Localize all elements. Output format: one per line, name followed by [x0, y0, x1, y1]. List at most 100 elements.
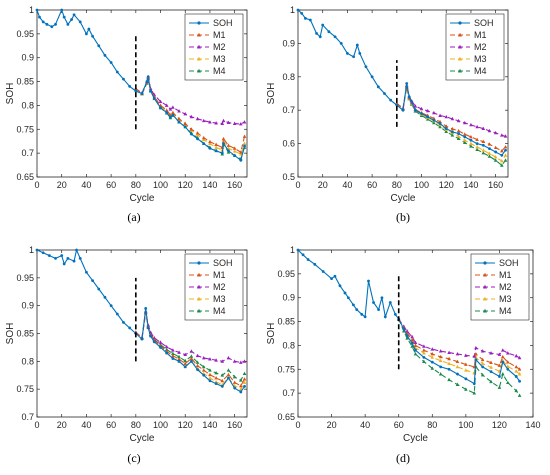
- data-point: [152, 340, 156, 344]
- data-point: [183, 358, 188, 363]
- data-point: [208, 372, 212, 377]
- legend-label-m1: M1: [213, 30, 226, 40]
- x-tick-label: 40: [81, 180, 91, 190]
- data-point: [475, 142, 479, 146]
- data-point: [171, 105, 175, 109]
- data-point: [313, 262, 317, 266]
- y-tick-label: 1: [29, 5, 34, 15]
- data-point: [474, 345, 478, 350]
- data-point: [242, 141, 247, 145]
- data-point: [383, 92, 386, 95]
- y-tick-label: 0.95: [16, 273, 34, 283]
- data-point: [169, 115, 172, 119]
- data-point: [221, 118, 226, 123]
- x-tick-label: 160: [227, 180, 242, 190]
- data-point: [214, 379, 218, 384]
- data-point: [177, 116, 181, 121]
- data-point: [410, 100, 414, 104]
- data-point: [413, 352, 418, 356]
- data-point: [355, 43, 359, 47]
- x-tick-label: 140: [202, 180, 217, 190]
- legend-marker: [197, 56, 201, 61]
- y-tick-label: 0.7: [282, 388, 295, 398]
- data-point: [122, 77, 125, 81]
- data-point: [183, 365, 187, 369]
- legend-label-m1: M1: [499, 270, 512, 280]
- data-point: [183, 361, 188, 365]
- data-point: [145, 80, 149, 83]
- x-tick-label: 160: [227, 420, 242, 430]
- y-tick-label: 0.7: [21, 148, 34, 158]
- y-axis-label: SOH: [266, 323, 277, 345]
- data-point: [474, 355, 478, 359]
- data-point: [469, 138, 473, 142]
- data-point: [367, 279, 370, 283]
- data-point: [430, 352, 435, 356]
- data-point: [500, 133, 504, 137]
- data-point: [239, 390, 243, 394]
- x-tick-label: 120: [492, 420, 507, 430]
- data-point: [202, 142, 206, 146]
- data-point: [233, 386, 237, 390]
- legend-marker: [197, 272, 201, 277]
- legend-label-m1: M1: [213, 270, 226, 280]
- data-point: [41, 251, 45, 255]
- x-tick-label: 100: [153, 420, 168, 430]
- data-point: [464, 353, 468, 357]
- data-point: [506, 364, 510, 368]
- y-tick-label: 0.8: [282, 340, 295, 350]
- data-point: [501, 360, 505, 364]
- data-point: [455, 364, 460, 369]
- data-point: [189, 349, 194, 353]
- data-point: [171, 351, 175, 355]
- y-tick-label: 0.5: [282, 172, 295, 182]
- data-point: [41, 20, 45, 24]
- x-tick-label: 140: [202, 420, 217, 430]
- data-point: [370, 75, 374, 79]
- data-point: [72, 13, 76, 17]
- data-point: [296, 248, 300, 252]
- data-point: [438, 354, 443, 359]
- data-point: [444, 129, 449, 133]
- data-point: [177, 350, 181, 354]
- data-point: [239, 378, 243, 382]
- data-point: [338, 284, 342, 288]
- data-point: [351, 303, 355, 307]
- data-point: [514, 353, 519, 358]
- data-point: [103, 53, 107, 57]
- data-point: [214, 145, 218, 149]
- y-tick-label: 0.65: [16, 172, 34, 182]
- data-point: [208, 139, 212, 144]
- data-point: [514, 369, 519, 373]
- data-point: [497, 352, 502, 356]
- data-point: [47, 254, 51, 257]
- legend-box: [445, 13, 505, 81]
- series-line-soh: [297, 9, 506, 157]
- data-point: [109, 61, 113, 64]
- y-tick-label: 0.8: [21, 100, 34, 110]
- data-point: [190, 359, 193, 363]
- data-point: [481, 139, 486, 143]
- data-point: [425, 108, 430, 113]
- data-point: [455, 359, 460, 364]
- y-tick-label: 0.75: [277, 364, 295, 374]
- data-point: [78, 256, 82, 260]
- data-point: [304, 16, 307, 20]
- y-tick-label: 0.9: [21, 301, 34, 311]
- data-point: [140, 337, 144, 341]
- data-point: [474, 352, 478, 356]
- data-point: [195, 363, 200, 368]
- data-point: [115, 312, 119, 316]
- data-point: [413, 104, 418, 108]
- data-point: [464, 377, 468, 381]
- y-tick-label: 0.65: [277, 412, 295, 422]
- data-point: [168, 107, 173, 111]
- data-point: [456, 136, 461, 140]
- data-point: [239, 150, 243, 154]
- data-point: [177, 357, 181, 361]
- data-point: [456, 128, 461, 133]
- legend-label-m1: M1: [474, 30, 487, 40]
- data-point: [243, 144, 246, 148]
- data-point: [438, 122, 442, 125]
- legend-marker: [197, 44, 201, 49]
